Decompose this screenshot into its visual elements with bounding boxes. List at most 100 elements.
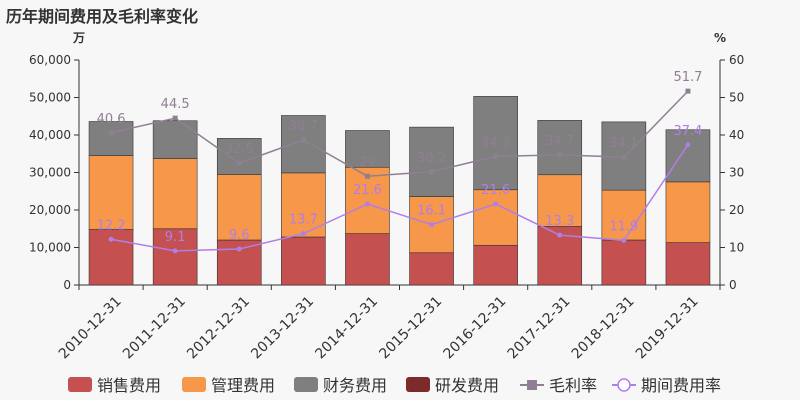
chart-title: 历年期间费用及毛利率变化 <box>6 7 199 26</box>
legend-label: 研发费用 <box>435 376 499 395</box>
y-right-tick-label: 10 <box>729 241 744 255</box>
line-1-point <box>429 169 435 175</box>
line-2-point <box>236 246 242 252</box>
bar-1 <box>473 244 518 286</box>
line-2-data-label: 13.3 <box>545 214 574 229</box>
bar-2 <box>216 174 262 241</box>
line-1-data-label: 51.7 <box>673 70 702 85</box>
legend-label: 管理费用 <box>211 376 275 395</box>
bar-3 <box>409 126 454 197</box>
line-1-data-label: 30.2 <box>417 151 446 166</box>
y-right-unit: % <box>714 31 726 45</box>
x-tick-label: 2016-12-31 <box>441 293 510 362</box>
line-1-point <box>621 154 627 160</box>
line-2-data-label: 9.6 <box>229 228 250 243</box>
line-1 <box>110 90 689 178</box>
y-right-tick-label: 50 <box>729 91 744 105</box>
line-1-data-label: 34.1 <box>609 136 638 151</box>
y-left-tick-label: 10,000 <box>29 241 71 255</box>
y-left-tick-label: 0 <box>63 278 71 292</box>
bar-3 <box>216 138 262 175</box>
legend-label: 财务费用 <box>323 376 387 395</box>
line-1-data-label: 34.7 <box>545 134 574 149</box>
legend-swatch <box>182 377 206 392</box>
line-2-point <box>621 237 627 243</box>
y-left-tick-label: 20,000 <box>29 203 71 217</box>
line-2-point <box>172 248 178 254</box>
legend-label: 期间费用率 <box>641 376 721 395</box>
bar-1 <box>665 242 711 286</box>
line-1-point <box>172 115 178 121</box>
line-2-data-label: 21.6 <box>353 183 382 198</box>
bar-3 <box>345 130 390 168</box>
bar-3 <box>281 115 326 174</box>
bar-3 <box>88 121 134 156</box>
line-2-point <box>685 142 691 148</box>
bar-3 <box>152 120 198 159</box>
x-tick-label: 2013-12-31 <box>248 293 317 362</box>
line-2-point <box>429 222 435 228</box>
line-2-point <box>557 232 563 238</box>
bar-1 <box>281 236 326 286</box>
bar-1 <box>152 228 198 286</box>
bar-3 <box>665 129 711 183</box>
line-1-point <box>685 88 691 94</box>
y-left-tick-label: 50,000 <box>29 91 71 105</box>
x-tick-label: 2014-12-31 <box>312 293 381 362</box>
bar-2 <box>152 158 198 230</box>
x-tick-label: 2012-12-31 <box>184 293 253 362</box>
y-right-tick-label: 0 <box>729 278 737 292</box>
bar-2 <box>473 189 518 246</box>
x-tick-label: 2018-12-31 <box>569 293 638 362</box>
legend-swatch <box>294 377 318 392</box>
line-2 <box>110 144 689 252</box>
line-2-point <box>300 231 306 237</box>
y-right-tick-label: 20 <box>729 203 744 217</box>
bar-1 <box>601 239 647 286</box>
line-1-point <box>493 153 499 159</box>
legend-swatch <box>68 377 92 392</box>
x-tick-label: 2011-12-31 <box>120 293 189 362</box>
line-1-data-label: 38.7 <box>289 119 318 134</box>
line-2-data-label: 11.9 <box>609 219 638 234</box>
y-right-tick-label: 60 <box>729 53 744 67</box>
line-1-point <box>557 152 563 158</box>
line-2-data-label: 16.1 <box>417 204 446 219</box>
line-2-data-label: 12.2 <box>97 218 126 233</box>
line-1-point <box>236 160 242 166</box>
legend-swatch <box>406 377 430 392</box>
y-left-tick-label: 60,000 <box>29 53 71 67</box>
line-1-data-label: 32.5 <box>225 142 254 157</box>
x-tick-label: 2010-12-31 <box>56 293 125 362</box>
legend-label: 毛利率 <box>549 376 597 395</box>
line-1-data-label: 40.6 <box>97 112 126 127</box>
line-1-point <box>108 130 114 136</box>
x-tick-label: 2015-12-31 <box>376 293 445 362</box>
line-2-point <box>493 201 499 207</box>
y-left-unit: 万 <box>72 31 85 45</box>
bar-3 <box>537 120 583 176</box>
line-2-point <box>108 236 114 242</box>
line-1-point <box>300 137 306 143</box>
bar-2 <box>601 189 647 241</box>
bar-2 <box>665 181 711 243</box>
y-left-tick-label: 30,000 <box>29 166 71 180</box>
line-2-data-label: 21.6 <box>481 183 510 198</box>
bar-1 <box>345 233 390 286</box>
bar-2 <box>537 174 583 227</box>
line-1-data-label: 44.5 <box>161 97 190 112</box>
y-left-tick-label: 40,000 <box>29 128 71 142</box>
y-right-tick-label: 40 <box>729 128 744 142</box>
legend-marker <box>527 380 537 390</box>
line-2-data-label: 9.1 <box>165 230 186 245</box>
x-tick-label: 2019-12-31 <box>633 293 702 362</box>
line-1-data-label: 29 <box>359 155 376 170</box>
x-tick-label: 2017-12-31 <box>505 293 574 362</box>
line-2-point <box>364 201 370 207</box>
line-1-data-label: 34.3 <box>481 135 510 150</box>
line-2-data-label: 13.7 <box>289 213 318 228</box>
legend-marker <box>617 378 631 392</box>
bar-3 <box>473 96 518 191</box>
legend-label: 销售费用 <box>97 376 161 395</box>
